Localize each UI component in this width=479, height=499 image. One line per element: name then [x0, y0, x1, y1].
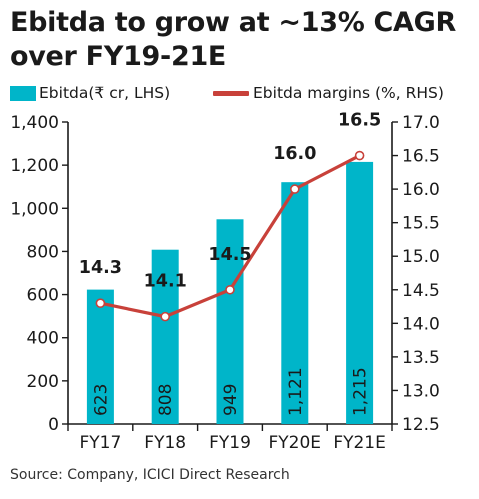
bar-ebitda — [346, 161, 374, 424]
legend-item-margins: Ebitda margins (%, RHS) — [213, 84, 444, 102]
left-tick-label: 200 — [27, 372, 59, 392]
left-tick-label: 1,200 — [10, 156, 59, 176]
x-tick-label: FY21E — [333, 433, 386, 453]
left-tick-label: 0 — [48, 415, 59, 435]
right-tick-label: 13.5 — [402, 348, 440, 368]
bar-ebitda — [86, 289, 114, 424]
legend-line-swatch — [213, 90, 249, 96]
margin-point — [95, 298, 106, 309]
right-tick-label: 15.5 — [402, 214, 440, 234]
chart-title: Ebitda to grow at ~13% CAGR over FY19-21… — [10, 7, 457, 72]
right-tick-label: 13.0 — [402, 381, 440, 401]
legend-bar-swatch — [10, 85, 36, 101]
right-tick-label: 12.5 — [402, 415, 440, 435]
right-tick-label: 16.5 — [402, 147, 440, 167]
margin-point — [354, 150, 365, 161]
bar-ebitda — [281, 182, 309, 424]
margin-value-label: 14.5 — [208, 245, 251, 265]
margin-point — [289, 184, 300, 194]
margin-point — [160, 311, 170, 322]
x-tick-label: FY17 — [80, 433, 122, 453]
right-tick-label: 14.0 — [402, 314, 440, 334]
margin-value-label: 16.0 — [273, 144, 316, 164]
source-note: Source: Company, ICICI Direct Research — [10, 467, 290, 483]
bar-value-label: 1,215 — [351, 367, 371, 416]
margin-value-label: 14.3 — [79, 258, 122, 278]
bar-value-label: 949 — [221, 384, 241, 416]
legend: Ebitda(₹ cr, LHS) Ebitda margins (%, RHS… — [10, 84, 470, 106]
right-tick-label: 14.5 — [402, 281, 440, 301]
right-tick-label: 15.0 — [402, 247, 440, 267]
x-tick-label: FY19 — [209, 433, 251, 453]
bar-value-label: 623 — [91, 384, 111, 416]
x-tick-label: FY20E — [269, 433, 322, 453]
bar-value-label: 1,121 — [286, 367, 306, 416]
x-tick-label: FY18 — [144, 433, 186, 453]
margin-value-label: 14.1 — [144, 272, 187, 292]
bar-value-label: 808 — [156, 384, 176, 416]
left-tick-label: 1,400 — [10, 113, 59, 133]
legend-line-label: Ebitda margins (%, RHS) — [253, 84, 444, 102]
legend-item-ebitda: Ebitda(₹ cr, LHS) — [10, 84, 170, 102]
legend-bar-label: Ebitda(₹ cr, LHS) — [39, 84, 171, 102]
right-tick-label: 17.0 — [402, 113, 440, 133]
bar-ebitda — [216, 219, 244, 424]
left-tick-label: 600 — [27, 286, 59, 306]
right-tick-label: 16.0 — [402, 180, 440, 200]
left-tick-label: 800 — [27, 242, 59, 262]
left-tick-label: 400 — [27, 329, 59, 349]
left-tick-label: 1,000 — [10, 199, 59, 219]
margin-point — [225, 284, 235, 295]
margin-value-label: 16.5 — [338, 111, 381, 131]
bar-ebitda — [151, 249, 179, 424]
